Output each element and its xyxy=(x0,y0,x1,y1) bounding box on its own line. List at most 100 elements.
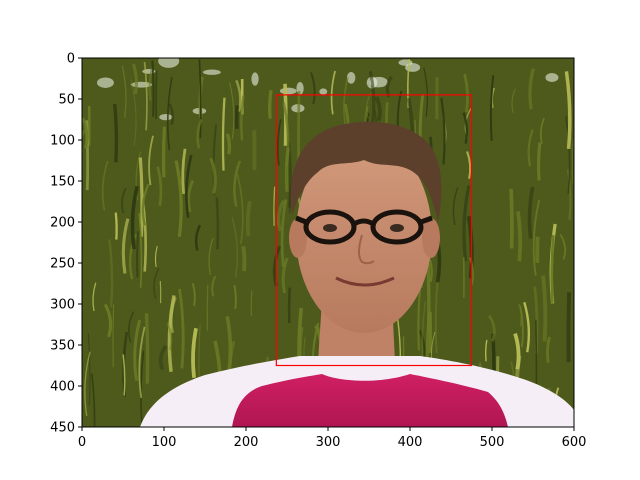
willow-strand xyxy=(101,160,109,211)
willow-strand xyxy=(434,274,440,354)
sky-patch xyxy=(159,113,173,121)
glasses xyxy=(295,209,433,245)
willow-strand xyxy=(209,157,217,195)
willow-strand xyxy=(112,103,119,163)
willow-strand xyxy=(250,290,253,317)
willow-strand xyxy=(141,183,150,226)
willow-strand xyxy=(138,213,143,288)
willow-strand xyxy=(158,344,168,371)
willow-strand xyxy=(138,326,146,399)
willow-strand xyxy=(545,336,551,363)
y-tick-label: 150 xyxy=(50,175,75,190)
y-tick-label: 400 xyxy=(50,380,75,395)
x-tick-label: 600 xyxy=(562,435,587,450)
willow-strand xyxy=(466,151,472,179)
willow-strand xyxy=(84,351,91,416)
willow-strand xyxy=(566,292,571,363)
willow-strand xyxy=(128,311,135,343)
willow-strand xyxy=(564,116,571,194)
willow-strand xyxy=(280,199,288,268)
sky-patch xyxy=(202,69,221,75)
willow-strand xyxy=(550,235,555,303)
willow-strand xyxy=(156,166,163,207)
willow-strand xyxy=(235,79,242,112)
willow-strand xyxy=(151,60,155,117)
willow-strand xyxy=(229,82,235,140)
willow-strand xyxy=(140,350,145,425)
willow-strand xyxy=(131,63,138,95)
willow-strand xyxy=(516,211,523,262)
willow-strand xyxy=(234,105,239,129)
willow-strand xyxy=(231,217,239,278)
willow-strand xyxy=(169,296,177,334)
willow-strand xyxy=(82,237,83,240)
willow-strand xyxy=(130,79,137,147)
willow-strand xyxy=(185,154,193,218)
sky-patch xyxy=(319,88,328,95)
willow-strand xyxy=(148,135,154,186)
sky-patch xyxy=(96,77,114,88)
willow-strand xyxy=(511,88,516,113)
willow-strand xyxy=(330,70,336,115)
willow-strand xyxy=(240,95,245,141)
willow-strand xyxy=(166,77,173,151)
willow-strand xyxy=(194,224,202,251)
y-tick-label: 300 xyxy=(50,298,75,313)
sky-patch xyxy=(545,73,559,82)
willow-strand xyxy=(268,89,273,119)
x-tick-label: 200 xyxy=(234,435,259,450)
willow-strand xyxy=(208,237,214,276)
willow-strand xyxy=(225,133,232,155)
willow-strand xyxy=(559,234,567,260)
willow-strand xyxy=(509,188,514,249)
willow-strand xyxy=(186,179,195,213)
willow-strand xyxy=(221,97,226,171)
x-tick-label: 300 xyxy=(316,435,341,450)
willow-strand xyxy=(469,257,474,285)
willow-strand xyxy=(165,322,173,351)
willow-strand xyxy=(564,71,572,149)
face-detection-box xyxy=(275,94,473,367)
sky-patch xyxy=(405,63,421,72)
willow-strand xyxy=(417,289,421,351)
willow-strand xyxy=(463,73,469,113)
left-eye xyxy=(323,224,337,232)
willow-strand xyxy=(513,332,521,370)
willow-strand xyxy=(233,284,237,310)
willow-strand xyxy=(122,354,126,396)
willow-strand xyxy=(541,275,548,342)
mouth xyxy=(335,276,395,287)
willow-strand xyxy=(273,186,276,226)
willow-strand xyxy=(225,315,233,370)
x-tick-label: 500 xyxy=(480,435,505,450)
willow-strand xyxy=(532,199,541,276)
willow-strand xyxy=(488,314,496,342)
willow-strand xyxy=(536,142,542,181)
willow-strand xyxy=(154,246,158,267)
willow-strand xyxy=(155,70,158,119)
willow-strand xyxy=(528,68,535,110)
willow-strand xyxy=(233,160,242,207)
willow-strand xyxy=(161,126,167,178)
willow-strand xyxy=(82,117,89,149)
willow-strand xyxy=(82,128,87,152)
willow-strand xyxy=(138,157,144,237)
willow-strand xyxy=(452,187,459,226)
willow-strand xyxy=(196,118,203,149)
willow-strand xyxy=(143,61,148,131)
willow-strand xyxy=(121,65,127,119)
willow-strand xyxy=(133,319,142,381)
willow-strand xyxy=(527,186,535,239)
y-tick-label: 450 xyxy=(50,421,75,436)
willow-strand xyxy=(527,129,534,167)
shirt-red-part xyxy=(232,374,508,427)
sky-patch xyxy=(251,72,259,86)
willow-strand xyxy=(112,304,115,368)
willow-strand xyxy=(130,185,139,250)
y-tick-label: 350 xyxy=(50,339,75,354)
y-tick-label: 50 xyxy=(58,93,75,108)
willow-strand xyxy=(284,147,290,192)
y-axis-ticks: 0 50 100 150 200 250 300 350 400 450 xyxy=(50,52,82,436)
willow-strand xyxy=(135,231,140,278)
